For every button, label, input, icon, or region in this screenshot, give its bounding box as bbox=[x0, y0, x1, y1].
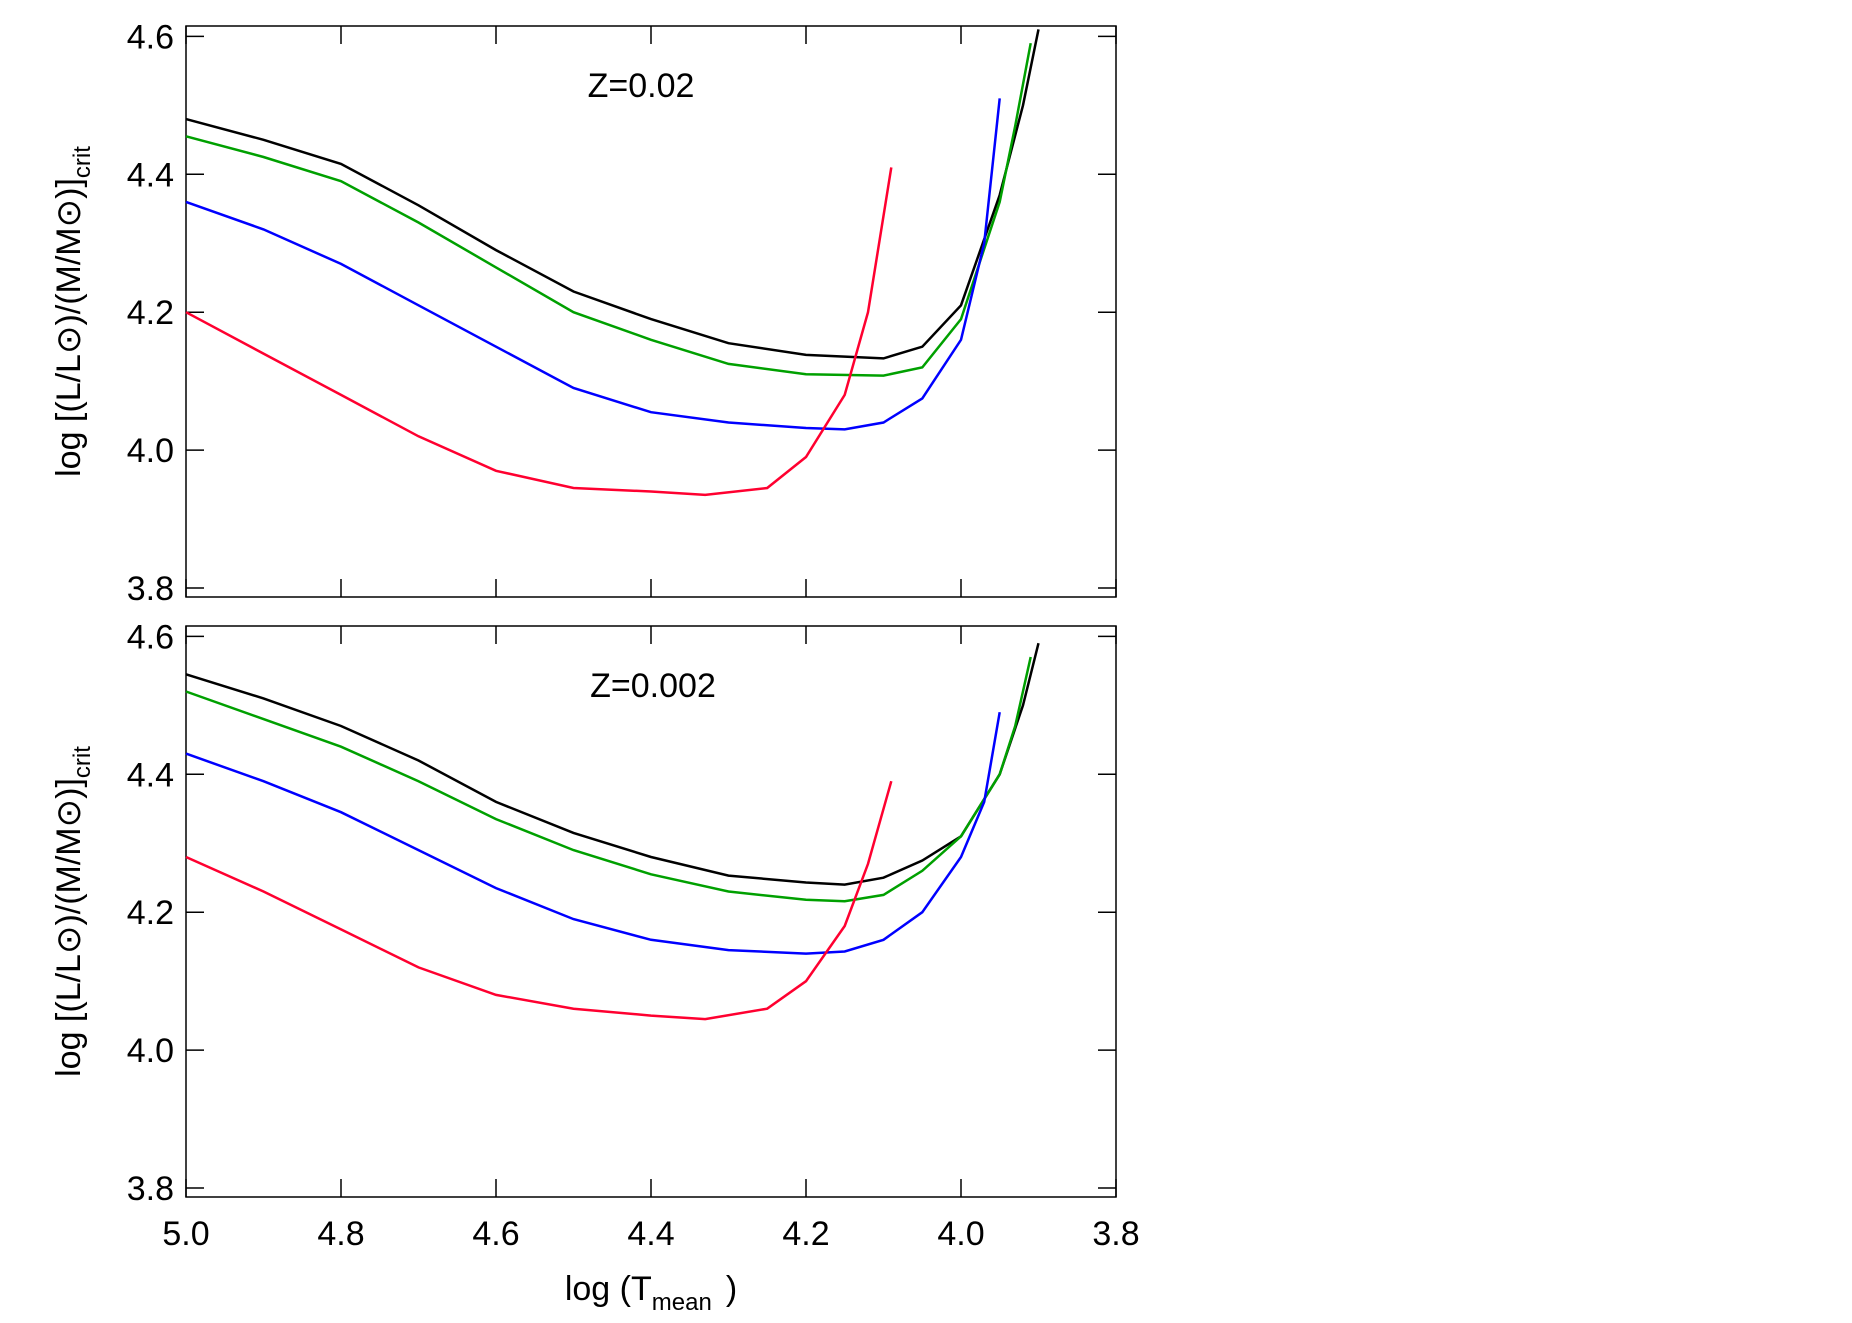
x-tick-label: 3.8 bbox=[1092, 1215, 1139, 1253]
y-tick-label: 4.4 bbox=[127, 156, 174, 194]
curve bbox=[185, 98, 1001, 431]
curve bbox=[185, 780, 893, 1021]
x-tick-label: 4.4 bbox=[627, 1215, 674, 1253]
y-tick-label: 4.2 bbox=[127, 894, 174, 932]
x-tick-label: 4.6 bbox=[472, 1215, 519, 1253]
x-axis-label-end: ) bbox=[726, 1270, 737, 1308]
y-tick-label: 3.8 bbox=[127, 1170, 174, 1208]
y-axis-label: log [(L/L⊙)/(M/M⊙)]crit bbox=[50, 746, 96, 1077]
y-axis-label: log [(L/L⊙)/(M/M⊙)]crit bbox=[50, 146, 96, 477]
curve bbox=[185, 42, 1032, 377]
x-tick-label: 4.2 bbox=[782, 1215, 829, 1253]
x-tick-label: 4.8 bbox=[317, 1215, 364, 1253]
y-axis-label-main: log [(L/L⊙)/(M/M⊙)] bbox=[50, 778, 88, 1077]
plot-frame bbox=[185, 625, 1117, 1198]
y-axis-label-sub: crit bbox=[69, 746, 96, 778]
x-axis-label: log (Tmean) bbox=[565, 1270, 737, 1316]
annotation: Z=0.002 bbox=[590, 667, 716, 705]
curve bbox=[185, 29, 1040, 360]
curve bbox=[185, 167, 893, 497]
y-tick-label: 4.0 bbox=[127, 1032, 174, 1070]
x-tick-label: 4.0 bbox=[937, 1215, 984, 1253]
y-tick-label: 4.6 bbox=[127, 618, 174, 656]
x-tick-label: 5.0 bbox=[162, 1215, 209, 1253]
curve bbox=[185, 711, 1001, 955]
x-axis-label-sub: mean bbox=[652, 1289, 712, 1316]
y-axis-label-sub: crit bbox=[69, 146, 96, 178]
y-tick-label: 4.2 bbox=[127, 294, 174, 332]
y-tick-label: 3.8 bbox=[127, 570, 174, 608]
y-tick-label: 4.0 bbox=[127, 432, 174, 470]
curve bbox=[185, 656, 1032, 903]
y-tick-label: 4.6 bbox=[127, 18, 174, 56]
y-tick-label: 4.4 bbox=[127, 756, 174, 794]
plot-frame bbox=[185, 25, 1117, 598]
y-axis-label-main: log [(L/L⊙)/(M/M⊙)] bbox=[50, 178, 88, 477]
x-axis-label-main: log (T bbox=[565, 1270, 652, 1308]
annotation: Z=0.02 bbox=[588, 67, 695, 105]
